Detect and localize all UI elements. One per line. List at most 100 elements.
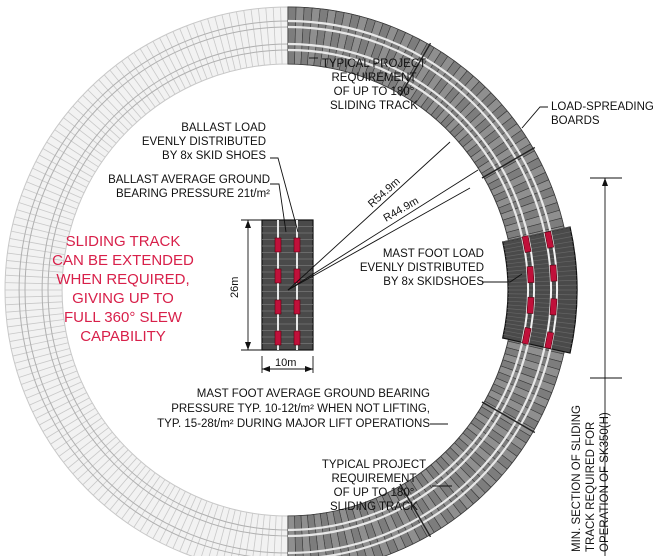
mast-board-line	[507, 279, 577, 283]
skid-shoe	[293, 237, 301, 253]
ghost-board-line	[103, 74, 142, 119]
note-line: WHEN REQUIRED,	[56, 271, 189, 288]
ghost-board-line	[193, 23, 213, 78]
ghost-board-line	[200, 20, 219, 76]
mast-board-line	[507, 270, 577, 276]
note-line: CAPABILITY	[80, 328, 166, 345]
top-requirement-note: TYPICAL PROJECT REQUIREMENT OF UP TO 180…	[322, 58, 426, 112]
ghost-board-line	[265, 7, 271, 65]
note-line: TYP. 15-28t/m² DURING MAJOR LIFT OPERATI…	[157, 418, 430, 430]
ghost-board-line	[272, 7, 277, 65]
ghost-board-line	[179, 28, 202, 82]
skid-shoe	[549, 298, 558, 316]
ghost-board-line	[193, 502, 213, 556]
ghost-board-line	[72, 105, 117, 144]
ghost-board-line	[7, 252, 64, 261]
ghost-board-line	[11, 336, 68, 350]
ghost-board-line	[42, 402, 93, 432]
ghost-board-line	[252, 514, 259, 556]
ghost-board-line	[29, 174, 82, 199]
ghost-board-line	[133, 52, 166, 101]
ghost-board-line	[35, 161, 87, 188]
ghost-board-line	[5, 267, 63, 273]
radius-lines	[287, 141, 479, 291]
ghost-board-line	[243, 10, 254, 67]
ghost-board-line	[42, 148, 93, 178]
skid-shoe	[293, 330, 301, 346]
ghost-board-line	[208, 506, 225, 556]
note-line: EVENLY DISTRIBUTED	[360, 262, 484, 274]
note-line: REQUIREMENT	[332, 473, 417, 485]
ghost-board-line	[16, 353, 72, 371]
note-line: TYPICAL PROJECT	[322, 58, 426, 70]
note-line: BOARDS	[551, 115, 600, 127]
ghost-board-line	[5, 307, 63, 313]
ghost-board-line	[77, 100, 121, 140]
ghost-board-line	[245, 513, 254, 556]
ghost-board-line	[26, 376, 80, 399]
ghost-board-line	[54, 129, 102, 163]
ghost-board-line	[87, 449, 129, 491]
note-line: BY 8x SKIDSHOES	[383, 276, 484, 288]
ghost-board-line	[46, 141, 96, 173]
ghost-board-line	[14, 348, 70, 364]
ghost-board-line	[58, 123, 106, 158]
note-line: SLIDING TRACK	[66, 233, 181, 250]
ghost-board-line	[50, 412, 99, 445]
skid-shoe	[274, 330, 282, 346]
ghost-board-line	[32, 386, 85, 413]
ghost-board-line	[21, 195, 76, 215]
ghost-rail	[41, 43, 289, 537]
note-line: SLIDING TRACK	[330, 100, 418, 112]
mast-board-line	[502, 226, 571, 243]
skid-shoe	[549, 264, 558, 282]
ghost-board-line	[179, 498, 202, 552]
ghost-board-line	[109, 465, 147, 511]
skid-shoe	[293, 268, 301, 284]
ghost-board-line	[18, 202, 74, 221]
mast-board-line	[504, 240, 573, 254]
ghost-board-line	[98, 457, 138, 501]
ghost-board-line	[77, 440, 121, 480]
skid-shoe	[544, 230, 555, 249]
ghost-board-line	[159, 37, 186, 89]
ghost-board-line	[109, 69, 147, 115]
mast-board-line	[507, 308, 576, 315]
ballast-height-label: 26m	[229, 277, 241, 298]
track-joint	[399, 483, 432, 538]
ballast-pressure-note: BALLAST AVERAGE GROUND BEARING PRESSURE …	[108, 174, 270, 200]
ghost-board-line	[216, 508, 230, 556]
ghost-board-line	[82, 445, 125, 486]
ghost-board-line	[5, 282, 63, 285]
note-line: OF UP TO 180°	[334, 86, 415, 98]
ghost-board-line	[58, 422, 106, 457]
ghost-board-line	[67, 111, 113, 149]
ghost-board-line	[32, 167, 85, 194]
note-line: TYPICAL PROJECT	[322, 459, 426, 471]
mast-board-line	[505, 319, 575, 330]
mast-board-line	[506, 311, 576, 320]
skid-shoe	[274, 237, 282, 253]
ghost-board-line	[172, 31, 197, 84]
note-line: MAST FOOT LOAD	[383, 248, 484, 260]
ghost-board-line	[231, 510, 242, 556]
ghost-board-line	[82, 94, 125, 135]
ghost-rail	[47, 49, 289, 531]
ghost-board-line	[5, 274, 63, 279]
ghost-board-line	[207, 18, 225, 74]
ghost-board-line	[146, 485, 176, 536]
ghost-board-line	[121, 472, 156, 520]
bottom-requirement-note: TYPICAL PROJECT REQUIREMENT OF UP TO 180…	[322, 459, 426, 513]
note-line: BY 8x SKID SHOES	[162, 150, 266, 162]
ghost-board-line	[236, 11, 248, 68]
ghost-board-line	[165, 493, 192, 546]
ghost-board-line	[21, 365, 76, 385]
ghost-board-line	[7, 319, 64, 328]
note-line: SLIDING TRACK	[330, 501, 418, 513]
ghost-board-line	[12, 223, 69, 238]
track-joint	[399, 42, 432, 97]
ghost-board-line	[50, 135, 99, 168]
mast-board-line	[503, 334, 572, 349]
ghost-board-line	[8, 245, 65, 256]
mast-foot-skid-assembly	[501, 226, 578, 354]
